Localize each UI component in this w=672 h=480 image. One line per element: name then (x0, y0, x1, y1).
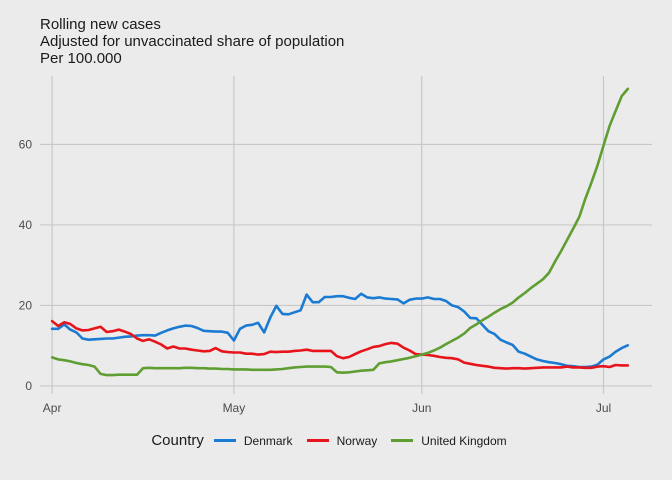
legend-item-norway: Norway (306, 433, 378, 448)
legend: Country Denmark Norway United Kingdom (0, 432, 672, 449)
legend-swatch-norway (306, 439, 329, 442)
legend-item-united-kingdom: United Kingdom (391, 433, 507, 448)
chart-title: Rolling new cases (40, 16, 161, 33)
legend-label-united-kingdom: United Kingdom (421, 433, 507, 448)
y-tick-label: 0 (25, 379, 32, 393)
chart-titles: Rolling new cases Adjusted for unvaccina… (40, 16, 344, 67)
legend-swatch-united-kingdom (391, 439, 414, 442)
legend-label-denmark: Denmark (243, 433, 293, 448)
series-line-norway (50, 319, 630, 370)
legend-item-denmark: Denmark (213, 433, 293, 448)
y-tick-label: 40 (19, 218, 33, 232)
x-tick-label: Jun (412, 401, 431, 415)
series-line-denmark (50, 292, 630, 369)
y-tick-label: 60 (19, 137, 33, 151)
line-chart: 0 20 40 60 Apr May Jun Jul (19, 76, 652, 415)
chart-subtitle-line-2: Per 100.000 (40, 50, 122, 67)
x-tick-label: Apr (43, 401, 62, 415)
x-tick-label: Jul (596, 401, 611, 415)
x-tick-label: May (223, 401, 246, 415)
legend-label-norway: Norway (336, 433, 378, 448)
chart-subtitle-line-1: Adjusted for unvaccinated share of popul… (40, 33, 345, 50)
series-line-united-kingdom (50, 87, 630, 377)
legend-swatch-denmark (213, 439, 236, 442)
legend-title: Country (151, 432, 204, 449)
plot-panel (40, 76, 652, 394)
y-tick-label: 20 (19, 298, 33, 312)
